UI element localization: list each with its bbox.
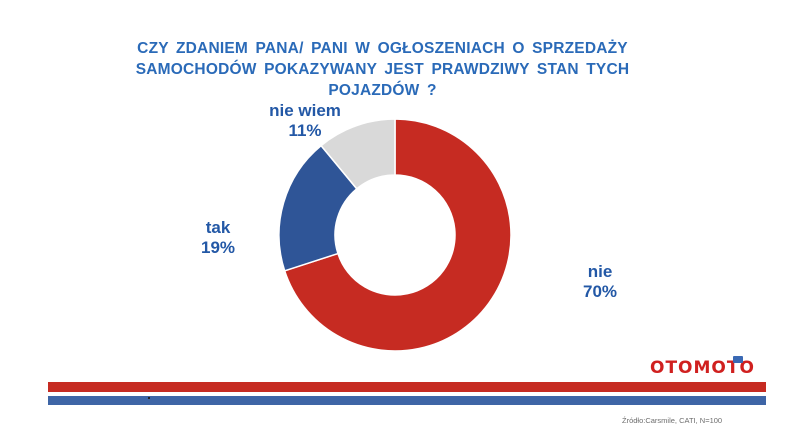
otomoto-logo: OTOMOTO [650,356,755,379]
label-nie-wiem: nie wiem 11% [255,101,355,141]
logo-badge [733,356,743,363]
label-tak-name: tak [205,218,231,237]
title-line-2: SAMOCHODÓW POKAZYWANY JEST PRAWDZIWY STA… [135,61,630,78]
label-tak: tak 19% [188,218,248,258]
footer-stripe-red [48,382,766,392]
label-nie-name: nie [587,262,613,281]
source-note: Źródło:Carsmile, CATI, N=100 [622,416,723,425]
footer-stripe-blue [48,396,766,405]
title-line-3: POJAZDÓW ? [328,82,437,99]
footer-dot [148,397,150,399]
label-nie-value: 70% [582,282,618,301]
label-nie: nie 70% [570,262,630,302]
label-nie-wiem-name: nie wiem [269,101,341,120]
title-line-1: CZY ZDANIEM PANA/ PANI W OGŁOSZENIACH O … [137,40,628,57]
slice-nie-wiem [320,118,396,190]
label-nie-wiem-value: 11% [288,121,322,140]
logo-text: OTOMOTO [650,358,755,378]
slice-nie [283,118,512,352]
chart-title: CZY ZDANIEM PANA/ PANI W OGŁOSZENIACH O … [110,38,655,101]
label-tak-value: 19% [200,238,236,257]
